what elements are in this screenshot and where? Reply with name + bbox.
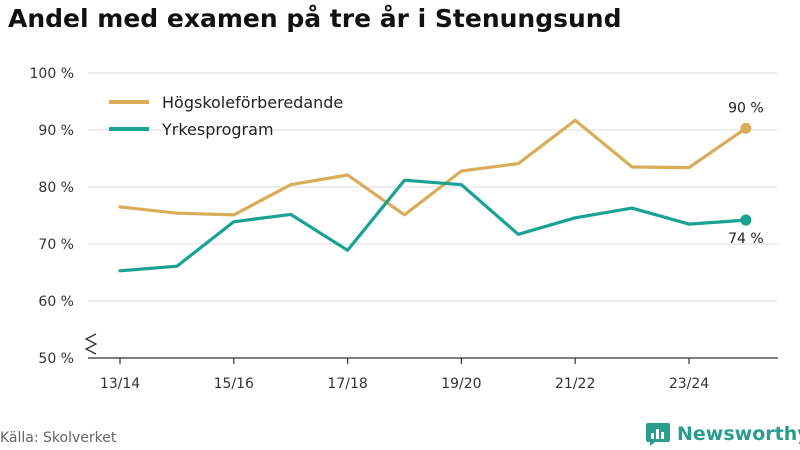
legend: Högskoleförberedande Yrkesprogram <box>109 93 343 139</box>
series-end-point <box>740 122 752 134</box>
x-tick-label: 23/24 <box>669 376 709 392</box>
series-end-label: 90 % <box>728 100 764 116</box>
chart-title: Andel med examen på tre år i Stenungsund <box>8 4 622 33</box>
series-end-label: 74 % <box>728 231 764 247</box>
x-tick-label: 21/22 <box>555 376 595 392</box>
series-line-yrkesprogram <box>118 178 748 273</box>
y-tick-label: 70 % <box>38 237 74 253</box>
series-lines: 90 % 74 % <box>118 100 764 273</box>
y-tick-label: 90 % <box>38 123 74 139</box>
y-tick-label: 80 % <box>38 180 74 196</box>
x-tick-label: 15/16 <box>214 376 254 392</box>
source-note: Källa: Skolverket <box>0 430 117 446</box>
y-tick-label: 50 % <box>38 351 74 367</box>
brand-logo: Newsworthy <box>645 421 800 447</box>
y-tick-label: 60 % <box>38 294 74 310</box>
axis-break-icon <box>84 333 98 355</box>
series-end-point <box>740 214 752 226</box>
x-tick-label: 13/14 <box>100 376 140 392</box>
brand-name: Newsworthy <box>677 423 800 445</box>
legend-label: Yrkesprogram <box>161 120 274 139</box>
legend-label: Högskoleförberedande <box>162 93 343 112</box>
x-tick-label: 17/18 <box>327 376 367 392</box>
x-tick-label: 19/20 <box>441 376 481 392</box>
y-tick-label: 100 % <box>30 66 74 82</box>
series-line-hogskoleforberedande <box>118 118 748 217</box>
y-axis: 50 % 60 % 70 % 80 % 90 % 100 % <box>30 66 98 367</box>
newsworthy-logo-icon <box>646 423 670 446</box>
x-axis: 13/14 15/16 17/18 19/20 21/22 23/24 <box>88 357 778 392</box>
